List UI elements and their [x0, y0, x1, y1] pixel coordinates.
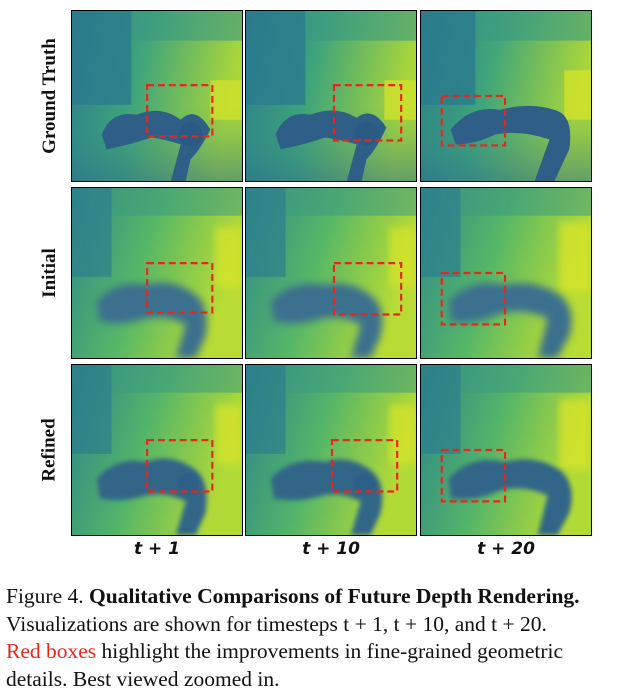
- highlight-box: [440, 271, 507, 326]
- caption-red-boxes: Red boxes: [6, 639, 97, 663]
- depth-map-image: [421, 188, 591, 358]
- depth-map-image: [421, 365, 591, 535]
- caption-title: Qualitative Comparisons of Future Depth …: [89, 584, 580, 608]
- figure-caption: Figure 4. Qualitative Comparisons of Fut…: [6, 583, 626, 693]
- panel-ground-truth-t1: [71, 10, 243, 182]
- depth-map-image: [246, 365, 416, 535]
- row-label-refined: Refined: [39, 418, 61, 482]
- caption-prefix: Figure 4.: [6, 584, 90, 608]
- panel-refined-t20: [420, 364, 592, 536]
- caption-line-4: details. Best viewed zoomed in.: [6, 666, 280, 691]
- highlight-box: [146, 439, 214, 493]
- depth-map-image: [246, 188, 416, 358]
- highlight-box: [146, 262, 214, 314]
- caption-line-2: Visualizations are shown for timesteps t…: [6, 611, 547, 636]
- panel-initial-t20: [420, 187, 592, 359]
- panel-refined-t10: [245, 364, 417, 536]
- highlight-box: [146, 84, 214, 138]
- row-label-ground-truth: Ground Truth: [39, 38, 61, 154]
- column-label-t10: t + 10: [302, 539, 360, 559]
- highlight-box: [332, 84, 403, 142]
- column-label-t1: t + 1: [133, 539, 181, 559]
- caption-line-1: Figure 4. Qualitative Comparisons of Fut…: [6, 583, 626, 611]
- depth-map-image: [246, 11, 416, 181]
- depth-map-image: [72, 11, 242, 181]
- panel-ground-truth-t10: [245, 10, 417, 182]
- caption-line-3: Red boxes highlight the improvements in …: [6, 638, 626, 666]
- highlight-box: [440, 94, 507, 147]
- highlight-box: [332, 262, 403, 316]
- panel-refined-t1: [71, 364, 243, 536]
- depth-map-image: [72, 188, 242, 358]
- panel-ground-truth-t20: [420, 10, 592, 182]
- row-label-initial: Initial: [39, 248, 60, 298]
- column-label-t20: t + 20: [477, 539, 535, 559]
- depth-map-image: [421, 11, 591, 181]
- panel-initial-t1: [71, 187, 243, 359]
- caption-line-3-rest: highlight the improvements in fine-grain…: [96, 639, 564, 663]
- depth-map-image: [72, 365, 242, 535]
- panel-initial-t10: [245, 187, 417, 359]
- highlight-box: [440, 448, 507, 503]
